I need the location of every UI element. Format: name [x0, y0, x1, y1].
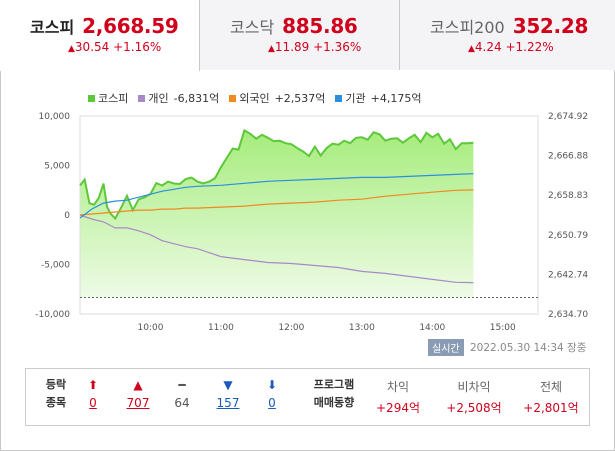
timestamp: 2022.05.30 14:34 장중 — [470, 342, 587, 354]
legend-individual[interactable]: 개인 -6,831억 — [138, 90, 219, 106]
program-arbitrage: 차익 +294억 — [368, 378, 428, 416]
tab-kospi[interactable]: 코스피 2,668.59 ▲30.54 +1.16% — [0, 0, 200, 71]
change-pct: +1.16% — [113, 40, 162, 54]
legend-value: -6,831억 — [173, 92, 220, 105]
tab-change: ▲30.54 +1.16% — [68, 40, 199, 54]
y-right-tick-label: 2,642.74 — [548, 270, 588, 280]
legend-value: +2,537억 — [274, 92, 326, 105]
x-tick-label: 15:00 — [490, 323, 516, 333]
program-non-arbitrage: 비차익 +2,508억 — [436, 378, 512, 416]
unchanged-count[interactable]: 64 — [174, 396, 190, 410]
intraday-chart: 10:00 11:00 12:00 13:00 14:00 15:00 10,000 5,00… — [35, 112, 588, 333]
falling-icon: ▼ — [223, 378, 233, 392]
legend-swatch — [229, 94, 237, 102]
y-left-tick-label: 10,000 — [39, 112, 71, 122]
market-breadth-panel: 등락 종목 ⬆ 0 ▲ 707 ━ 64 ▼ 157 ⬇ 0 프로그램 매매동향… — [25, 368, 590, 426]
tab-kosdaq[interactable]: 코스닥 885.86 ▲11.89 +1.36% — [200, 0, 400, 70]
program-label: 프로그램 매매동향 — [309, 378, 359, 410]
program-value: +2,801억 — [523, 401, 579, 415]
y-left-tick-label: -10,000 — [35, 310, 70, 320]
legend-label: 개인 — [148, 92, 169, 105]
breadth-label: 등락 종목 — [36, 378, 76, 410]
program-label-2: 매매동향 — [313, 396, 355, 409]
breadth-label-1: 등락 — [45, 378, 67, 391]
tab-name: 코스피 — [30, 18, 75, 37]
y-right-tick-label: 2,674.92 — [548, 112, 588, 122]
breadth-label-2: 종목 — [45, 396, 67, 409]
program-total: 전체 +2,801억 — [516, 378, 586, 416]
up-arrow-icon: ▲ — [68, 44, 75, 54]
legend-swatch — [138, 94, 146, 102]
breadth-unchanged: ━ 64 — [167, 378, 197, 410]
change-value: 11.89 — [274, 40, 310, 54]
breadth-upper-limit: ⬆ 0 — [78, 378, 108, 410]
program-header: 차익 — [386, 380, 410, 394]
unchanged-icon: ━ — [178, 378, 186, 392]
legend-value: +4,175억 — [370, 92, 422, 105]
change-pct: +1.22% — [505, 40, 554, 54]
y-right-tick-label: 2,666.88 — [548, 152, 588, 162]
index-tabs: 코스피 2,668.59 ▲30.54 +1.16% 코스닥 885.86 ▲1… — [0, 0, 615, 71]
kospi-line — [79, 128, 474, 221]
tab-value: 885.86 — [282, 14, 358, 38]
tab-change: ▲4.24 +1.22% — [468, 40, 615, 54]
program-header: 전체 — [539, 380, 563, 394]
legend-swatch — [88, 94, 95, 102]
program-value: +2,508억 — [446, 401, 502, 415]
tab-name: 코스피200 — [430, 18, 505, 37]
legend-institution[interactable]: 기관 +4,175억 — [335, 90, 422, 106]
upper-limit-count[interactable]: 0 — [89, 396, 97, 410]
institution-line — [79, 173, 474, 219]
y-left-tick-label: 5,000 — [44, 162, 70, 172]
program-header: 비차익 — [457, 380, 491, 394]
legend-kospi[interactable]: 코스피 — [88, 90, 128, 106]
y-left-tick-label: -5,000 — [41, 261, 70, 271]
change-value: 30.54 — [74, 40, 110, 54]
change-value: 4.24 — [474, 40, 502, 54]
tab-change: ▲11.89 +1.36% — [268, 40, 399, 54]
breadth-falling: ▼ 157 — [213, 378, 243, 410]
legend-label: 코스피 — [98, 92, 129, 105]
y-right-tick-label: 2,634.70 — [548, 310, 588, 320]
tab-name: 코스닥 — [230, 18, 275, 37]
program-value: +294억 — [376, 401, 420, 415]
x-tick-label: 13:00 — [349, 323, 375, 333]
change-pct: +1.36% — [313, 40, 362, 54]
rising-icon: ▲ — [133, 378, 143, 392]
chart-legend: 코스피 개인 -6,831억 외국인 +2,537억 기관 +4,175억 — [88, 90, 422, 106]
y-right-tick-label: 2,658.83 — [548, 191, 588, 201]
legend-swatch — [335, 94, 343, 102]
up-arrow-icon: ▲ — [268, 44, 275, 54]
realtime-badge[interactable]: 실시간 — [428, 339, 464, 356]
x-tick-label: 14:00 — [419, 323, 445, 333]
breadth-lower-limit: ⬇ 0 — [257, 378, 287, 410]
foreign-line — [79, 189, 474, 216]
rising-count[interactable]: 707 — [126, 396, 150, 410]
falling-count[interactable]: 157 — [216, 396, 240, 410]
y-right-tick-label: 2,650.79 — [548, 231, 588, 241]
tab-value: 352.28 — [512, 14, 589, 38]
x-tick-label: 10:00 — [137, 323, 163, 333]
x-tick-label: 12:00 — [278, 323, 304, 333]
upper-limit-icon: ⬆ — [87, 378, 99, 392]
legend-foreign[interactable]: 외국인 +2,537억 — [229, 90, 325, 106]
tab-value: 2,668.59 — [82, 14, 179, 38]
lower-limit-icon: ⬇ — [266, 378, 278, 392]
lower-limit-count[interactable]: 0 — [268, 396, 276, 410]
y-left-tick-label: 0 — [64, 211, 70, 221]
program-label-1: 프로그램 — [313, 378, 355, 391]
tab-kospi200[interactable]: 코스피200 352.28 ▲4.24 +1.22% — [400, 0, 615, 70]
legend-label: 기관 — [345, 92, 366, 105]
up-arrow-icon: ▲ — [468, 44, 475, 54]
individual-line — [79, 214, 474, 284]
legend-label: 외국인 — [239, 92, 270, 105]
x-tick-label: 11:00 — [208, 323, 234, 333]
kospi-area — [80, 130, 474, 298]
breadth-rising: ▲ 707 — [123, 378, 153, 410]
